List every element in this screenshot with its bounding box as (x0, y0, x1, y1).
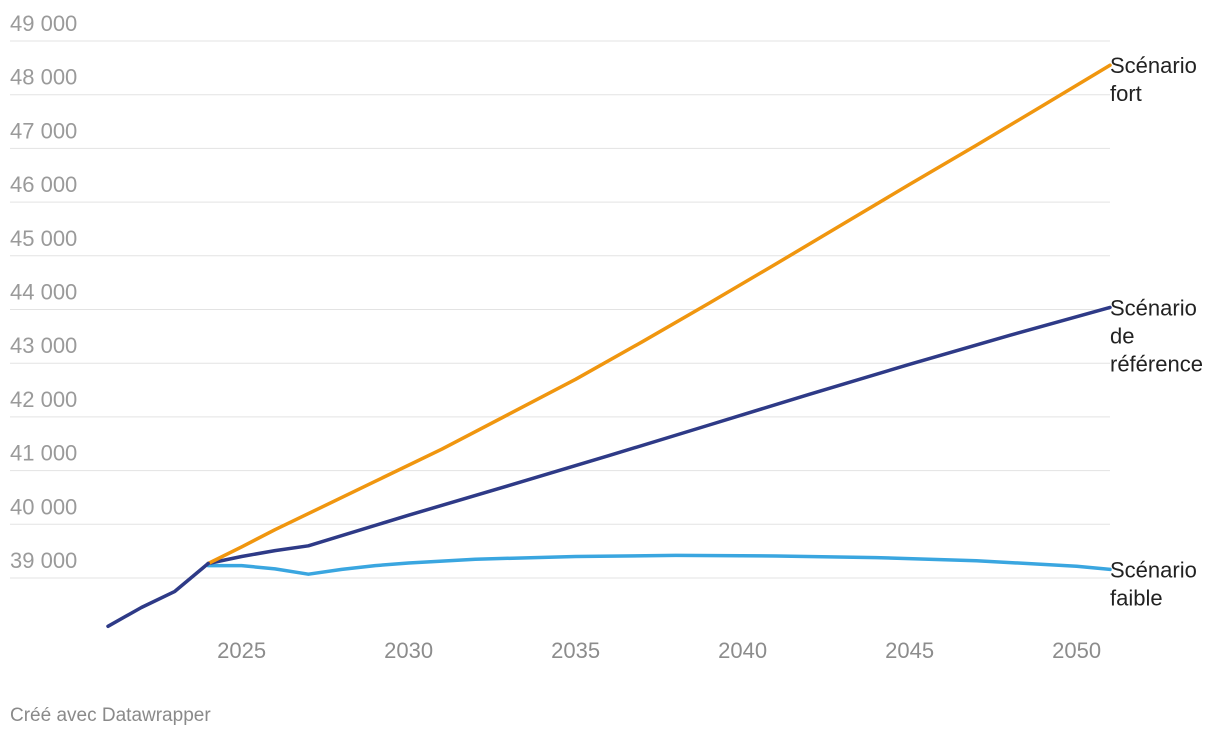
series-label: de (1110, 323, 1134, 348)
y-tick-label: 47 000 (10, 118, 77, 143)
series-label: Scénario (1110, 557, 1197, 582)
x-tick-label: 2025 (217, 638, 266, 663)
y-tick-label: 42 000 (10, 387, 77, 412)
y-tick-label: 45 000 (10, 226, 77, 251)
x-axis-tick-labels: 2025 2030 2035 2040 2045 2050 (217, 638, 1101, 663)
y-tick-label: 49 000 (10, 11, 77, 36)
series-line-faible (206, 553, 1112, 576)
series-line-historical (106, 561, 210, 629)
y-tick-label: 43 000 (10, 333, 77, 358)
y-tick-label: 46 000 (10, 172, 77, 197)
series-labels: Scénario fort Scénario de référence Scénario f… (1110, 53, 1203, 610)
series-line-reference (206, 305, 1112, 566)
series-label: fort (1110, 81, 1142, 106)
x-tick-label: 2030 (384, 638, 433, 663)
y-tick-label: 44 000 (10, 280, 77, 305)
x-tick-label: 2045 (885, 638, 934, 663)
y-tick-label: 41 000 (10, 441, 77, 466)
series-label: Scénario (1110, 295, 1197, 320)
y-tick-label: 48 000 (10, 65, 77, 90)
series-lines (106, 63, 1112, 629)
x-tick-label: 2050 (1052, 638, 1101, 663)
y-axis-tick-labels: 39 000 40 000 41 000 42 000 43 000 44 000 45 0… (10, 11, 77, 573)
x-tick-label: 2040 (718, 638, 767, 663)
x-tick-label: 2035 (551, 638, 600, 663)
y-tick-label: 40 000 (10, 494, 77, 519)
gridlines (10, 40, 1110, 579)
series-label: faible (1110, 585, 1163, 610)
credit-text: Créé avec Datawrapper (10, 705, 211, 726)
series-label: référence (1110, 351, 1203, 376)
series-label: Scénario (1110, 53, 1197, 78)
series-line-fort (206, 63, 1112, 566)
y-tick-label: 39 000 (10, 548, 77, 573)
